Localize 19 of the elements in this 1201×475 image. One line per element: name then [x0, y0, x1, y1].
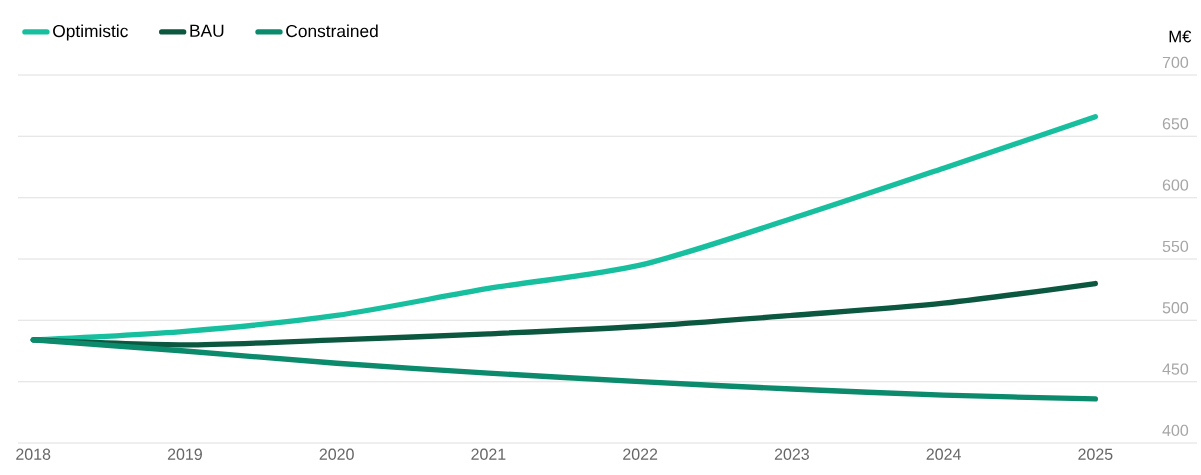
y-tick-label: 550	[1162, 240, 1189, 253]
x-tick-label: 2023	[774, 448, 809, 460]
x-tick-label: 2018	[16, 448, 51, 460]
y-axis-title: M€	[1169, 30, 1192, 43]
x-tick-label: 2019	[167, 448, 202, 460]
y-tick-label: 700	[1162, 56, 1189, 69]
y-tick-label: 400	[1162, 424, 1189, 437]
x-tick-label: 2022	[623, 448, 658, 460]
x-tick-label: 2024	[926, 448, 961, 460]
x-tick-label: 2025	[1078, 448, 1113, 460]
legend-label: Optimistic	[53, 24, 128, 41]
legend-label: Constrained	[286, 24, 378, 38]
y-tick-label: 500	[1162, 302, 1189, 314]
x-tick-label: 2021	[471, 448, 506, 460]
y-tick-label: 450	[1162, 363, 1189, 375]
legend-label: BAU	[190, 24, 224, 37]
y-tick-label: 600	[1162, 179, 1189, 191]
x-tick-label: 2020	[319, 448, 354, 460]
y-tick-label: 650	[1162, 118, 1189, 130]
